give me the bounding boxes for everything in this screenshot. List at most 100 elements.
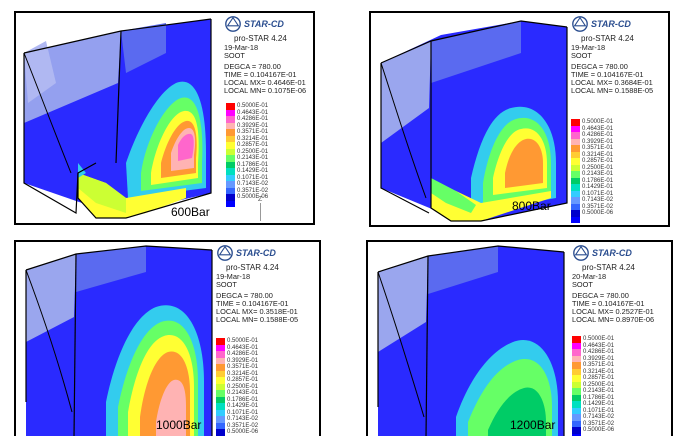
legend-swatch xyxy=(572,362,581,369)
legend-tick-label: 0.3571E-02 xyxy=(582,203,614,210)
legend-swatch xyxy=(572,368,581,375)
legend-tick-label: 0.2143E-01 xyxy=(237,155,269,161)
legend-swatches xyxy=(216,338,225,436)
legend-tick-label: 0.5000E-06 xyxy=(583,427,615,433)
legend-tick-label: 0.3929E-01 xyxy=(227,357,259,364)
variable-label: SOOT xyxy=(216,280,237,289)
legend-tick-label: 0.4286E-01 xyxy=(227,351,259,357)
brand-name: STAR-CD xyxy=(236,248,276,258)
pressure-label: 1000Bar xyxy=(156,418,202,432)
date-label: 19-Mar-18 xyxy=(571,43,606,52)
date-label: 19-Mar-18 xyxy=(224,43,259,52)
legend-swatch xyxy=(571,197,580,204)
panel-1200bar: STAR-CD pro-STAR 4.24 20-Mar-18 SOOT DEG… xyxy=(366,240,673,436)
legend-tick-label: 0.2857E-01 xyxy=(237,142,269,148)
degca-label: DEGCA = 780.00 xyxy=(572,291,629,300)
pressure-label: 800Bar xyxy=(512,199,551,213)
brand-name: STAR-CD xyxy=(244,19,284,29)
time-label: TIME = 0.104167E-01 xyxy=(572,299,645,308)
legend-tick-label: 0.2857E-01 xyxy=(583,375,615,381)
legend-tick-label: 0.3571E-01 xyxy=(583,362,615,368)
legend-swatch xyxy=(571,158,580,165)
legend-swatch xyxy=(226,135,235,142)
legend-ticks: 0.5000E-01 0.4643E-01 0.4286E-01 0.3929E-01… xyxy=(583,336,614,436)
legend-swatch xyxy=(226,122,235,129)
legend-swatch xyxy=(216,396,225,403)
z-axis-line xyxy=(260,203,261,221)
legend-tick-label: 0.3571E-02 xyxy=(227,422,259,429)
info-block: STAR-CD pro-STAR 4.24 19-Mar-18 SOOT DEG… xyxy=(216,244,298,324)
legend-swatch xyxy=(571,184,580,191)
legend-tick-label: 0.2857E-01 xyxy=(227,377,259,383)
legend-tick-label: 0.1429E-01 xyxy=(582,184,614,190)
info-block: STAR-CD pro-STAR 4.24 19-Mar-18 SOOT DEG… xyxy=(571,15,653,95)
legend-swatch xyxy=(216,416,225,423)
legend-swatch xyxy=(572,381,581,388)
legend-tick-label: 0.1786E-01 xyxy=(582,177,614,184)
brand-name: STAR-CD xyxy=(591,19,631,29)
legend-ticks: 0.5000E-01 0.4643E-01 0.4286E-01 0.3929E-01… xyxy=(237,103,268,207)
logo: STAR-CD xyxy=(216,244,298,262)
legend-swatch xyxy=(572,355,581,362)
legend-tick-label: 0.1786E-01 xyxy=(583,394,615,401)
info-block: STAR-CD pro-STAR 4.24 19-Mar-18 SOOT DEG… xyxy=(224,15,306,95)
legend-tick-label: 0.2500E-01 xyxy=(227,383,259,390)
legend-swatch xyxy=(572,433,581,436)
legend-tick-label: 0.4643E-01 xyxy=(237,109,269,116)
legend-swatch xyxy=(226,194,235,201)
soot-contour-plot xyxy=(25,245,213,436)
time-label: TIME = 0.104167E-01 xyxy=(216,299,289,308)
legend-tick-label: 0.1429E-01 xyxy=(583,401,615,407)
pressure-label: 600Bar xyxy=(171,205,210,219)
version-label: pro-STAR 4.24 xyxy=(226,263,279,272)
legend-swatch xyxy=(216,370,225,377)
legend-swatch xyxy=(226,155,235,162)
legend-swatch xyxy=(226,187,235,194)
legend-ticks: 0.5000E-01 0.4643E-01 0.4286E-01 0.3929E-01… xyxy=(582,119,613,223)
legend-tick-label: 0.7143E-02 xyxy=(237,181,269,187)
legend-swatch xyxy=(571,190,580,197)
legend-swatch xyxy=(216,351,225,358)
local-max-label: LOCAL MX= 0.3518E-01 xyxy=(216,307,298,316)
legend-tick-label: 0.5000E-01 xyxy=(583,336,615,342)
legend-swatch xyxy=(216,338,225,345)
legend-tick-label: 0.3214E-01 xyxy=(583,368,615,375)
version-label: pro-STAR 4.24 xyxy=(582,263,635,272)
legend-swatch xyxy=(572,401,581,408)
legend-swatches xyxy=(571,119,580,223)
version-label: pro-STAR 4.24 xyxy=(581,34,634,43)
legend-tick-label: 0.4286E-01 xyxy=(237,116,269,122)
legend-swatch xyxy=(216,364,225,371)
legend-tick-label: 0.3571E-01 xyxy=(237,129,269,135)
legend-swatch xyxy=(226,142,235,149)
legend-tick-label: 0.4643E-01 xyxy=(582,125,614,132)
panel-800bar: STAR-CD pro-STAR 4.24 19-Mar-18 SOOT DEG… xyxy=(369,11,670,227)
soot-contour-plot xyxy=(23,18,216,223)
logo: STAR-CD xyxy=(571,15,653,33)
legend-swatch xyxy=(216,344,225,351)
color-legend: 0.5000E-01 0.4643E-01 0.4286E-01 0.3929E-01… xyxy=(572,336,614,436)
legend-swatch xyxy=(572,427,581,434)
legend-swatch xyxy=(216,377,225,384)
time-label: TIME = 0.104167E-01 xyxy=(571,70,644,79)
legend-swatch xyxy=(571,125,580,132)
color-legend: 0.5000E-01 0.4643E-01 0.4286E-01 0.3929E-01… xyxy=(226,103,268,207)
variable-label: SOOT xyxy=(224,51,245,60)
star-cd-logo-icon xyxy=(572,16,588,32)
legend-swatch xyxy=(572,375,581,382)
legend-swatch xyxy=(572,394,581,401)
z-axis-label: Z xyxy=(258,196,263,203)
legend-swatch xyxy=(571,164,580,171)
legend-swatch xyxy=(216,409,225,416)
legend-swatch xyxy=(216,429,225,436)
legend-swatch xyxy=(216,390,225,397)
local-min-label: LOCAL MN= 0.1075E-06 xyxy=(224,86,307,95)
legend-tick-label: 0.1071E-01 xyxy=(237,174,269,181)
local-min-label: LOCAL MN= 0.1588E-05 xyxy=(571,86,654,95)
legend-tick-label: 0.1071E-01 xyxy=(227,409,259,416)
legend-tick-label: 0.3214E-01 xyxy=(237,135,269,142)
info-block: STAR-CD pro-STAR 4.24 20-Mar-18 SOOT DEG… xyxy=(572,244,654,324)
panel-600bar: STAR-CD pro-STAR 4.24 19-Mar-18 SOOT DEG… xyxy=(14,11,315,225)
legend-swatches xyxy=(226,103,235,207)
